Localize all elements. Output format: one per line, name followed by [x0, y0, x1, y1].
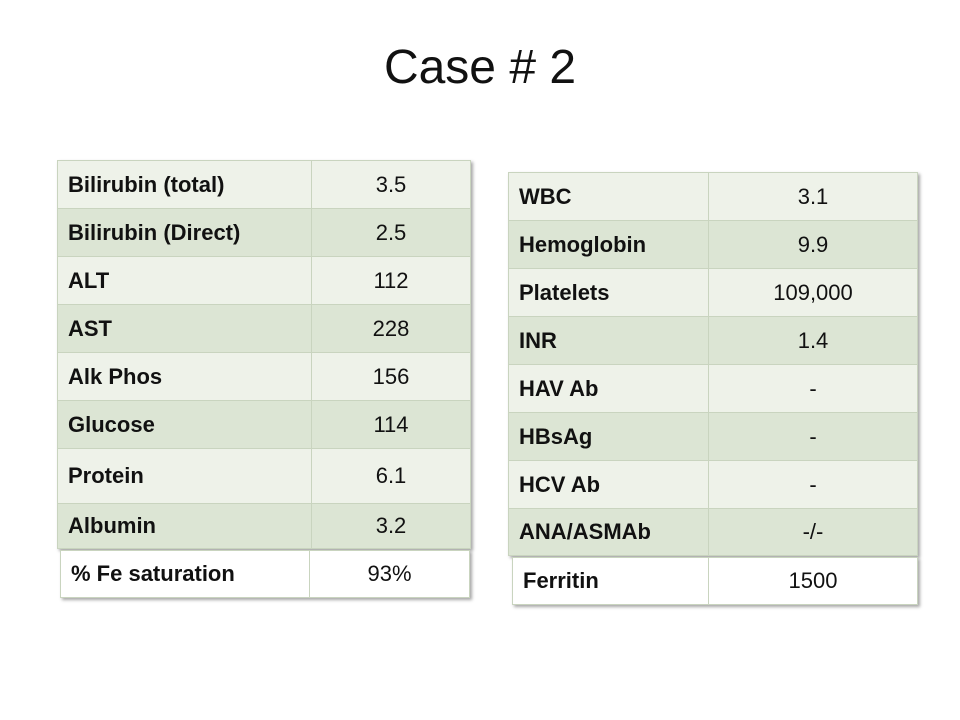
test-name: Glucose	[57, 400, 312, 449]
table-row: Platelets 109,000	[508, 268, 918, 317]
test-value: 9.9	[708, 220, 918, 269]
table-row: Ferritin 1500	[512, 557, 918, 605]
table-row: AST 228	[57, 304, 471, 353]
test-name: Platelets	[508, 268, 709, 317]
table-row: Protein 6.1	[57, 448, 471, 504]
test-value: 93%	[309, 550, 470, 598]
slide-title: Case # 2	[383, 41, 577, 94]
test-value: 109,000	[708, 268, 918, 317]
test-name: Bilirubin (Direct)	[57, 208, 312, 257]
lab-table: WBC 3.1 Hemoglobin 9.9 Platelets 109,000 INR 1.…	[508, 172, 918, 556]
test-value: 3.5	[311, 160, 471, 209]
lab-table: Ferritin 1500	[512, 557, 918, 605]
test-name: WBC	[508, 172, 709, 221]
test-value: 2.5	[311, 208, 471, 257]
test-name: ANA/ASMAb	[508, 508, 709, 556]
table-row: ALT 112	[57, 256, 471, 305]
table-row: Bilirubin (total) 3.5	[57, 160, 471, 209]
test-value: 156	[311, 352, 471, 401]
test-name: INR	[508, 316, 709, 365]
test-value: 3.2	[311, 503, 471, 549]
table-row: Alk Phos 156	[57, 352, 471, 401]
table-row: ANA/ASMAb -/-	[508, 508, 918, 556]
test-value: -	[708, 364, 918, 413]
test-name: Hemoglobin	[508, 220, 709, 269]
test-value: 112	[311, 256, 471, 305]
test-value: 1500	[708, 557, 918, 605]
table-row: HBsAg -	[508, 412, 918, 461]
test-value: 3.1	[708, 172, 918, 221]
table-row: Hemoglobin 9.9	[508, 220, 918, 269]
test-name: HAV Ab	[508, 364, 709, 413]
test-value: 114	[311, 400, 471, 449]
test-name: % Fe saturation	[60, 550, 310, 598]
test-name: Protein	[57, 448, 312, 504]
test-value: 6.1	[311, 448, 471, 504]
test-name: ALT	[57, 256, 312, 305]
test-name: Ferritin	[512, 557, 709, 605]
test-name: Bilirubin (total)	[57, 160, 312, 209]
test-name: Albumin	[57, 503, 312, 549]
test-name: HBsAg	[508, 412, 709, 461]
table-row: Bilirubin (Direct) 2.5	[57, 208, 471, 257]
test-value: -	[708, 412, 918, 461]
table-row: Glucose 114	[57, 400, 471, 449]
test-name: AST	[57, 304, 312, 353]
lab-table: Bilirubin (total) 3.5 Bilirubin (Direct) 2.…	[57, 160, 471, 549]
table-row: HAV Ab -	[508, 364, 918, 413]
test-value: 228	[311, 304, 471, 353]
table-row: WBC 3.1	[508, 172, 918, 221]
lab-table: % Fe saturation 93%	[60, 550, 470, 598]
table-row: Albumin 3.2	[57, 503, 471, 549]
table-row: INR 1.4	[508, 316, 918, 365]
test-name: Alk Phos	[57, 352, 312, 401]
test-value: 1.4	[708, 316, 918, 365]
test-value: -/-	[708, 508, 918, 556]
test-value: -	[708, 460, 918, 509]
table-row: HCV Ab -	[508, 460, 918, 509]
test-name: HCV Ab	[508, 460, 709, 509]
table-row: % Fe saturation 93%	[60, 550, 470, 598]
